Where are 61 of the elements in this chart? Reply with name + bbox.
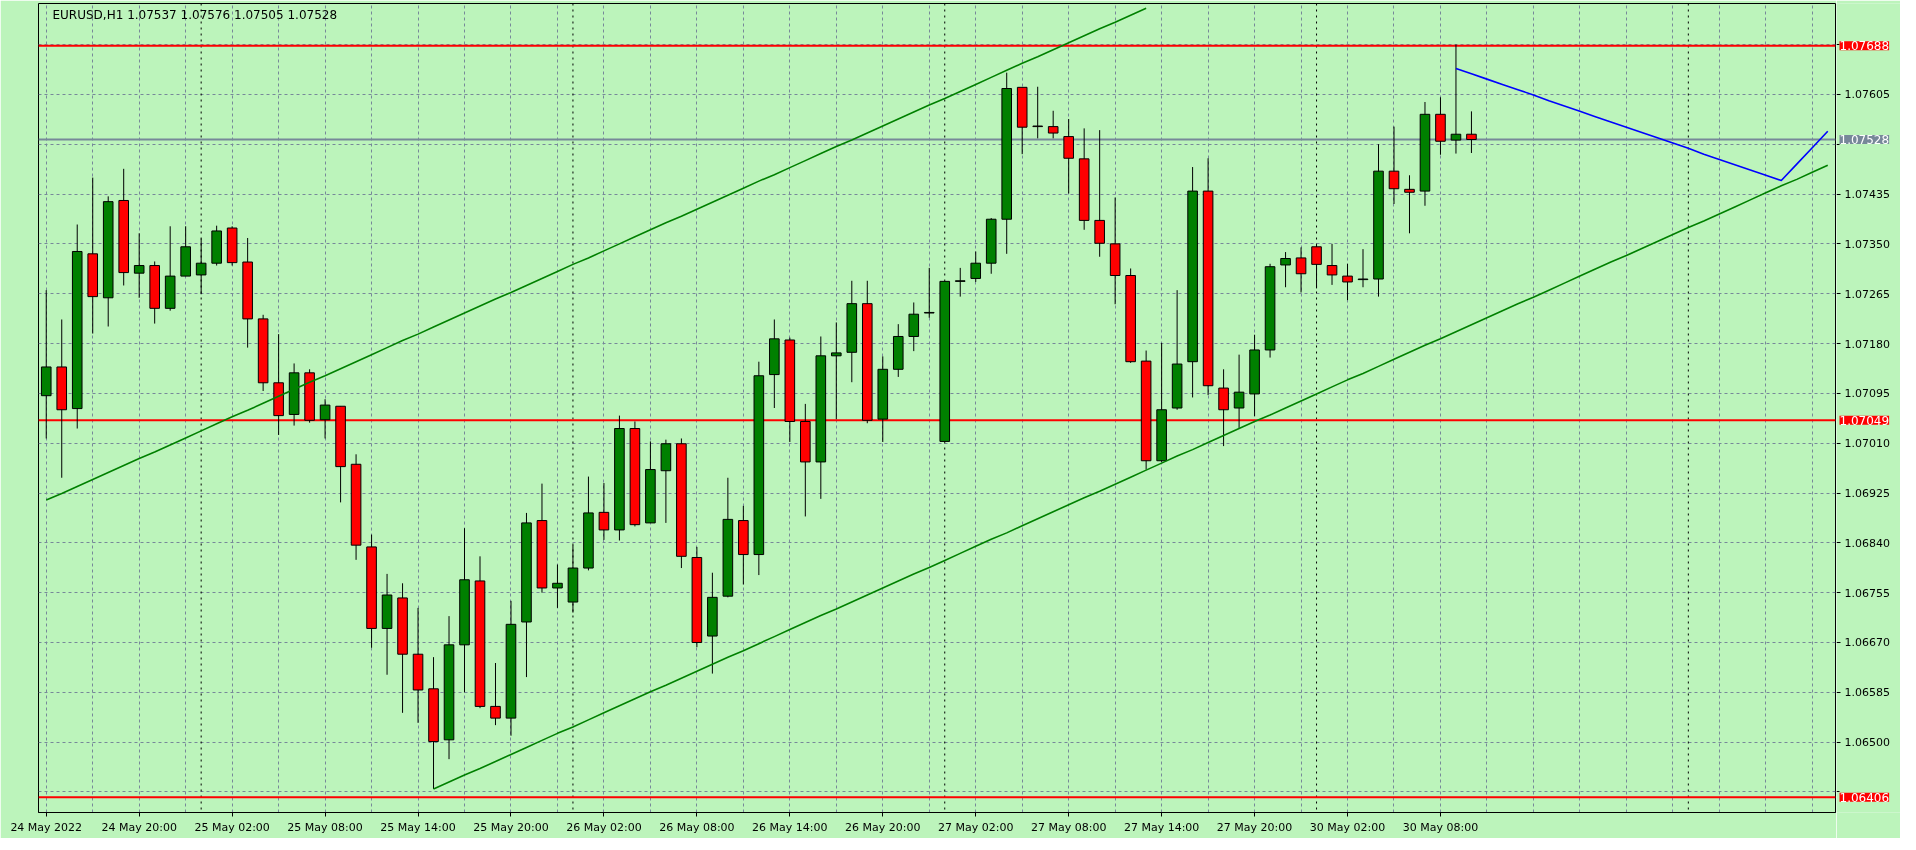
candlestick — [831, 321, 842, 420]
candlestick — [598, 482, 610, 541]
candlestick — [1388, 126, 1400, 205]
candlestick — [1450, 44, 1462, 155]
candlestick — [908, 301, 920, 352]
ref-line-label: 1.07049 — [1839, 413, 1890, 428]
candlestick — [1094, 129, 1105, 258]
x-tick-label: 26 May 20:00 — [845, 820, 921, 834]
candlestick — [954, 267, 966, 298]
x-tick-label: 25 May 14:00 — [380, 820, 456, 834]
x-tick-label: 24 May 2022 — [10, 820, 83, 834]
x-tick-label: 25 May 02:00 — [194, 820, 270, 834]
ref-line-label: 1.07688 — [1839, 39, 1890, 54]
candlestick — [1357, 248, 1369, 288]
x-tick-label: 24 May 20:00 — [101, 820, 177, 834]
line-series — [45, 7, 1147, 501]
candlestick — [1280, 251, 1291, 288]
x-tick-label: 27 May 08:00 — [1030, 820, 1107, 834]
x-tick-label: 27 May 20:00 — [1216, 820, 1293, 834]
line-series — [1455, 67, 1829, 182]
x-tick-label: 30 May 08:00 — [1402, 820, 1479, 834]
line-series — [432, 164, 1829, 790]
y-tick-label: 1.07350 — [1844, 237, 1890, 251]
candlestick — [1063, 118, 1074, 194]
ref-line-label: 1.06406 — [1839, 790, 1890, 805]
y-tick-label: 1.07605 — [1844, 88, 1890, 102]
y-tick-label: 1.06670 — [1844, 636, 1890, 650]
y-tick-label: 1.07010 — [1844, 437, 1890, 451]
x-tick-label: 25 May 20:00 — [473, 820, 549, 834]
candlestick — [970, 250, 982, 283]
candlestick — [1342, 263, 1353, 301]
x-tick-label: 27 May 02:00 — [938, 820, 1014, 834]
y-tick-label: 1.07265 — [1844, 287, 1890, 301]
candlestick — [1404, 174, 1415, 234]
candlestick — [1466, 110, 1477, 154]
y-tick-label: 1.06925 — [1844, 487, 1890, 500]
y-tick-label: 1.06755 — [1844, 586, 1890, 600]
candlestick — [1047, 110, 1059, 139]
y-tick-label: 1.06840 — [1844, 536, 1890, 550]
x-tick-label: 26 May 08:00 — [659, 820, 735, 834]
candlestick — [552, 564, 563, 609]
candlestick — [923, 267, 935, 319]
chart-title: EURUSD,H1 1.07537 1.07576 1.07505 1.07528 — [52, 7, 338, 22]
candlestick — [133, 232, 145, 299]
x-tick-label: 26 May 02:00 — [566, 820, 642, 834]
y-tick-label: 1.07180 — [1844, 337, 1890, 351]
candlestick — [319, 398, 331, 439]
candlestick — [490, 662, 501, 726]
candlestick — [1326, 243, 1338, 286]
x-tick-label: 27 May 14:00 — [1123, 820, 1200, 834]
candlestick — [1233, 354, 1245, 429]
y-tick-label: 1.07435 — [1844, 188, 1890, 202]
x-tick-label: 26 May 14:00 — [752, 820, 828, 834]
y-tick-label: 1.06500 — [1844, 736, 1890, 750]
x-tick-label: 30 May 02:00 — [1309, 820, 1386, 834]
x-tick-label: 25 May 08:00 — [287, 820, 363, 834]
y-tick-label: 1.07095 — [1844, 387, 1890, 401]
ref-line-label: 1.07528 — [1839, 133, 1890, 148]
candlestick — [1295, 246, 1307, 294]
candlestick — [1032, 86, 1043, 139]
y-tick-label: 1.06585 — [1844, 686, 1890, 700]
